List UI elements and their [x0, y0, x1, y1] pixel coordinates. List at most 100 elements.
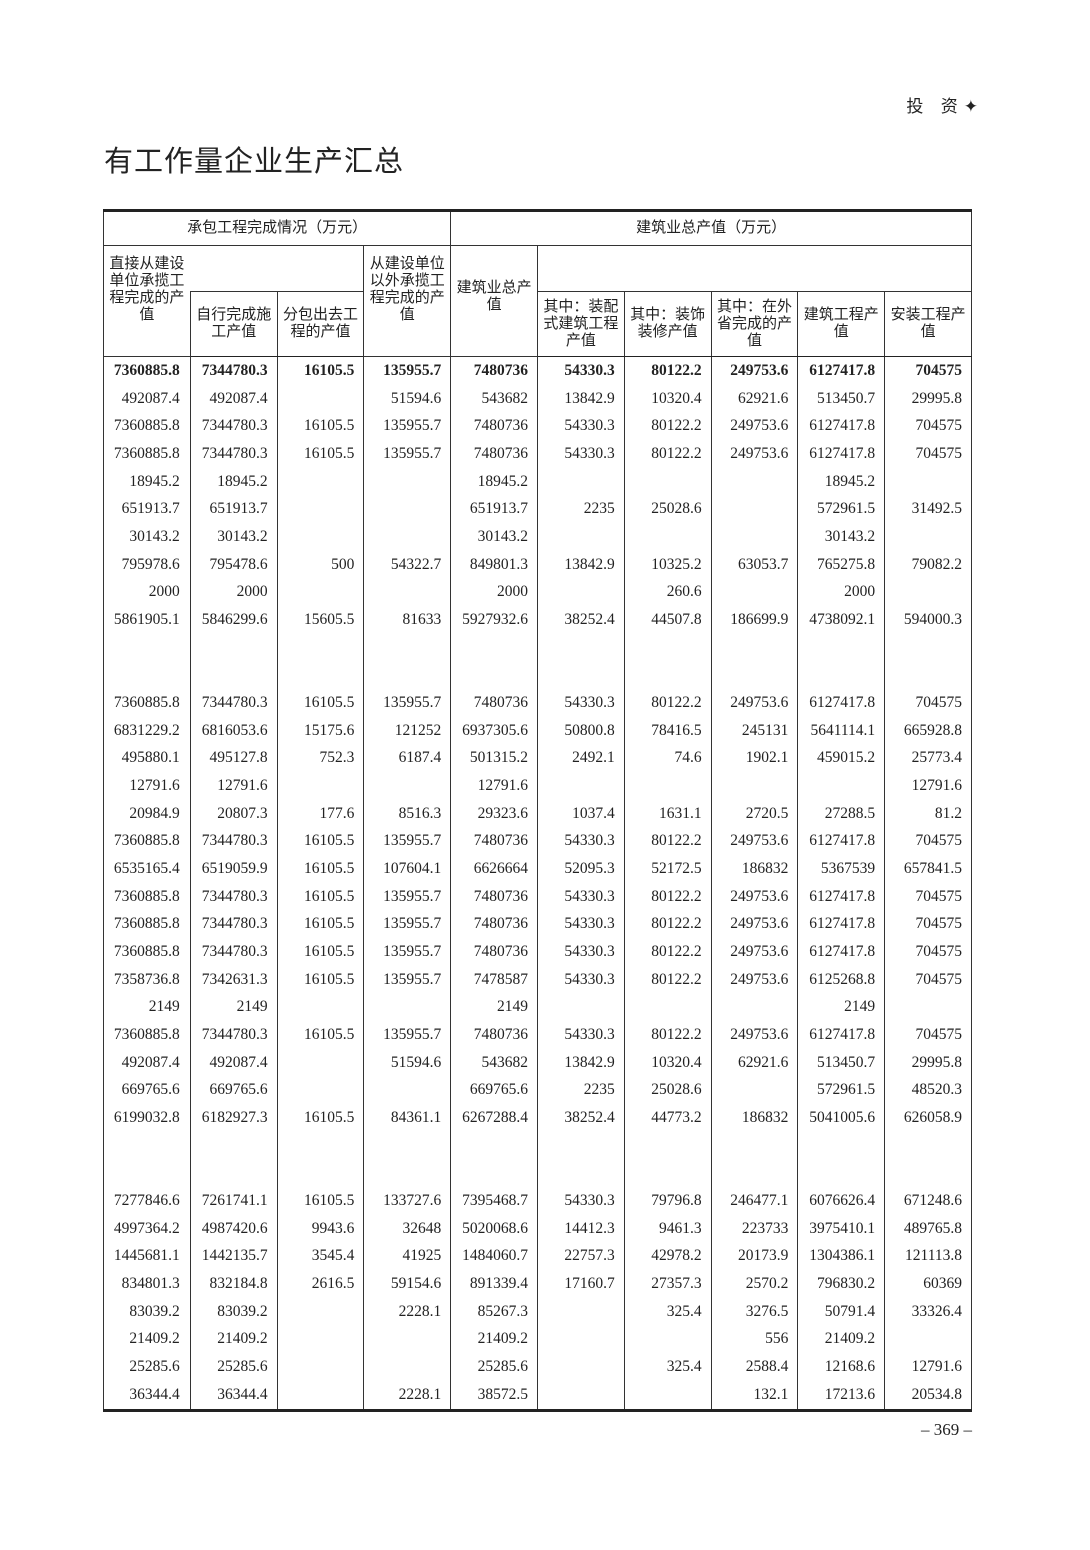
table-cell: 7360885.8	[103, 1021, 191, 1049]
table-row: 30143.2 30143.2 30143.2 30143.2	[103, 523, 972, 551]
table-cell: 44773.2	[623, 1104, 712, 1132]
table-cell: 27357.3	[623, 1270, 712, 1298]
table-cell: 246477.1	[710, 1187, 799, 1215]
table-cell: 6076626.4	[797, 1187, 886, 1215]
table-cell: 459015.2	[797, 744, 886, 773]
table-cell: 17213.6	[797, 1380, 886, 1411]
table-cell: 29323.6	[450, 799, 538, 828]
table-row: 6831229.2 6816053.6 15175.6 121252 6937305.6…	[103, 716, 972, 745]
table-cell: 495127.8	[189, 744, 278, 773]
table-row: 7360885.8 7344780.3 16105.5 135955.7 7480736…	[103, 1021, 972, 1049]
table-cell: 249753.6	[710, 440, 799, 468]
table-cell: 4987420.6	[189, 1214, 278, 1243]
table-cell: 12791.6	[884, 772, 972, 800]
table-cell: 62921.6	[710, 384, 799, 413]
table-cell: 249753.6	[710, 689, 799, 717]
table-row: 492087.4 492087.4 51594.6 543682 13842.9 1032…	[103, 384, 972, 413]
table-row: 36344.4 36344.4 2228.1 38572.5 132.1 17213.6 2…	[103, 1380, 972, 1411]
table-cell: 572961.5	[797, 1076, 886, 1105]
table-cell: 121252	[363, 716, 452, 745]
table-cell: 80122.2	[623, 827, 712, 856]
table-cell	[536, 1380, 625, 1411]
table-cell	[623, 633, 712, 662]
table-cell: 18945.2	[797, 467, 886, 496]
table-cell: 669765.6	[103, 1076, 191, 1105]
table-cell: 135955.7	[363, 965, 452, 994]
running-header: 投 资✦	[906, 92, 978, 117]
table-cell: 81633	[363, 606, 452, 634]
table-cell: 121113.8	[884, 1242, 972, 1271]
table-cell	[276, 578, 365, 607]
table-cell: 78416.5	[623, 716, 712, 745]
table-cell: 135955.7	[363, 412, 452, 441]
table-cell: 249753.6	[710, 965, 799, 994]
table-cell: 7344780.3	[189, 440, 278, 468]
table-cell: 5927932.6	[450, 606, 538, 634]
table-cell: 657841.5	[884, 855, 972, 883]
header-spacer	[190, 245, 365, 292]
table-cell	[363, 772, 452, 800]
table-cell	[363, 661, 452, 690]
table-cell: 2588.4	[710, 1353, 799, 1381]
table-cell: 16105.5	[276, 938, 365, 966]
table-cell: 29995.8	[884, 1048, 972, 1077]
table-cell	[623, 467, 712, 496]
table-cell: 10320.4	[623, 1048, 712, 1077]
table-cell: 25285.6	[450, 1353, 538, 1381]
table-cell: 6267288.4	[450, 1104, 538, 1132]
table-row: 7360885.8 7344780.3 16105.5 135955.7 7480736…	[103, 910, 972, 939]
table-cell: 669765.6	[189, 1076, 278, 1105]
table-cell	[276, 495, 365, 524]
table-cell: 30143.2	[450, 523, 538, 551]
table-cell: 16105.5	[276, 412, 365, 441]
table-cell	[884, 993, 972, 1022]
table-cell: 2000	[450, 578, 538, 607]
table-cell: 795478.6	[189, 550, 278, 579]
table-cell: 32648	[363, 1214, 452, 1243]
table-cell	[276, 467, 365, 496]
table-cell: 33326.4	[884, 1297, 972, 1326]
table-cell: 6127417.8	[797, 689, 886, 717]
table-cell: 1902.1	[710, 744, 799, 773]
table-cell: 704575	[884, 412, 972, 441]
table-cell: 543682	[450, 384, 538, 413]
table-cell: 30143.2	[797, 523, 886, 551]
table-cell: 6127417.8	[797, 910, 886, 939]
table-cell: 4738092.1	[797, 606, 886, 634]
table-cell	[884, 1131, 972, 1160]
table-cell: 2000	[103, 578, 191, 607]
table-cell: 107604.1	[363, 855, 452, 883]
table-cell: 2149	[450, 993, 538, 1022]
table-cell: 2235	[536, 1076, 625, 1105]
table-cell	[363, 633, 452, 662]
table-cell: 704575	[884, 938, 972, 966]
table-cell: 6535165.4	[103, 855, 191, 883]
table-cell: 7358736.8	[103, 965, 191, 994]
table-cell: 7480736	[450, 882, 538, 911]
table-cell	[884, 633, 972, 662]
table-cell: 80122.2	[623, 965, 712, 994]
table-cell: 84361.1	[363, 1104, 452, 1132]
table-cell	[536, 1353, 625, 1381]
table-cell: 7360885.8	[103, 827, 191, 856]
table-cell: 16105.5	[276, 440, 365, 468]
table-cell: 14412.3	[536, 1214, 625, 1243]
table-cell	[710, 1076, 799, 1105]
table-cell: 669765.6	[450, 1076, 538, 1105]
table-cell: 135955.7	[363, 910, 452, 939]
table-cell: 7480736	[450, 1021, 538, 1049]
table-row: 7360885.8 7344780.3 16105.5 135955.7 7480736…	[103, 882, 972, 911]
table-cell: 492087.4	[103, 1048, 191, 1077]
table-cell	[797, 633, 886, 662]
table-cell: 7480736	[450, 827, 538, 856]
table-row	[103, 1159, 972, 1188]
table-cell	[536, 1297, 625, 1326]
table-cell	[536, 467, 625, 496]
table-cell: 54330.3	[536, 1021, 625, 1049]
table-cell: 543682	[450, 1048, 538, 1077]
table-cell: 18945.2	[189, 467, 278, 496]
table-cell: 27288.5	[797, 799, 886, 828]
table-cell	[363, 993, 452, 1022]
table-cell	[536, 993, 625, 1022]
table-cell: 3276.5	[710, 1297, 799, 1326]
